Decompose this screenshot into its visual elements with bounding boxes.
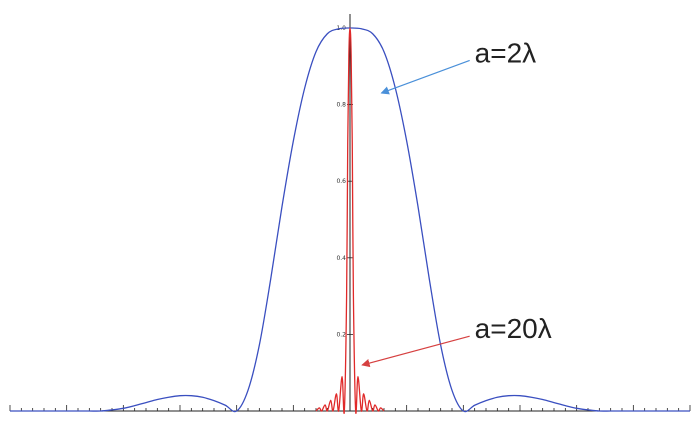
y-tick-label: 0.4 [336,255,346,262]
annotation-layer: a=2λ a=20λ [361,37,552,368]
annotation-label-2: a=20λ [475,313,552,344]
y-tick-label: 0.2 [336,331,346,338]
y-tick-label: 0.6 [336,178,346,185]
annotation-arrow-2 [361,335,470,368]
annotation-label-1: a=2λ [475,37,536,68]
y-tick-label: 0.8 [336,102,346,109]
y-ticks: 0.20.40.60.81.0 [336,25,353,338]
series-layer [9,27,690,415]
series-line-2 [315,27,385,415]
annotation-arrow-1 [380,59,470,95]
axes: 0.20.40.60.81.0 [9,14,691,412]
